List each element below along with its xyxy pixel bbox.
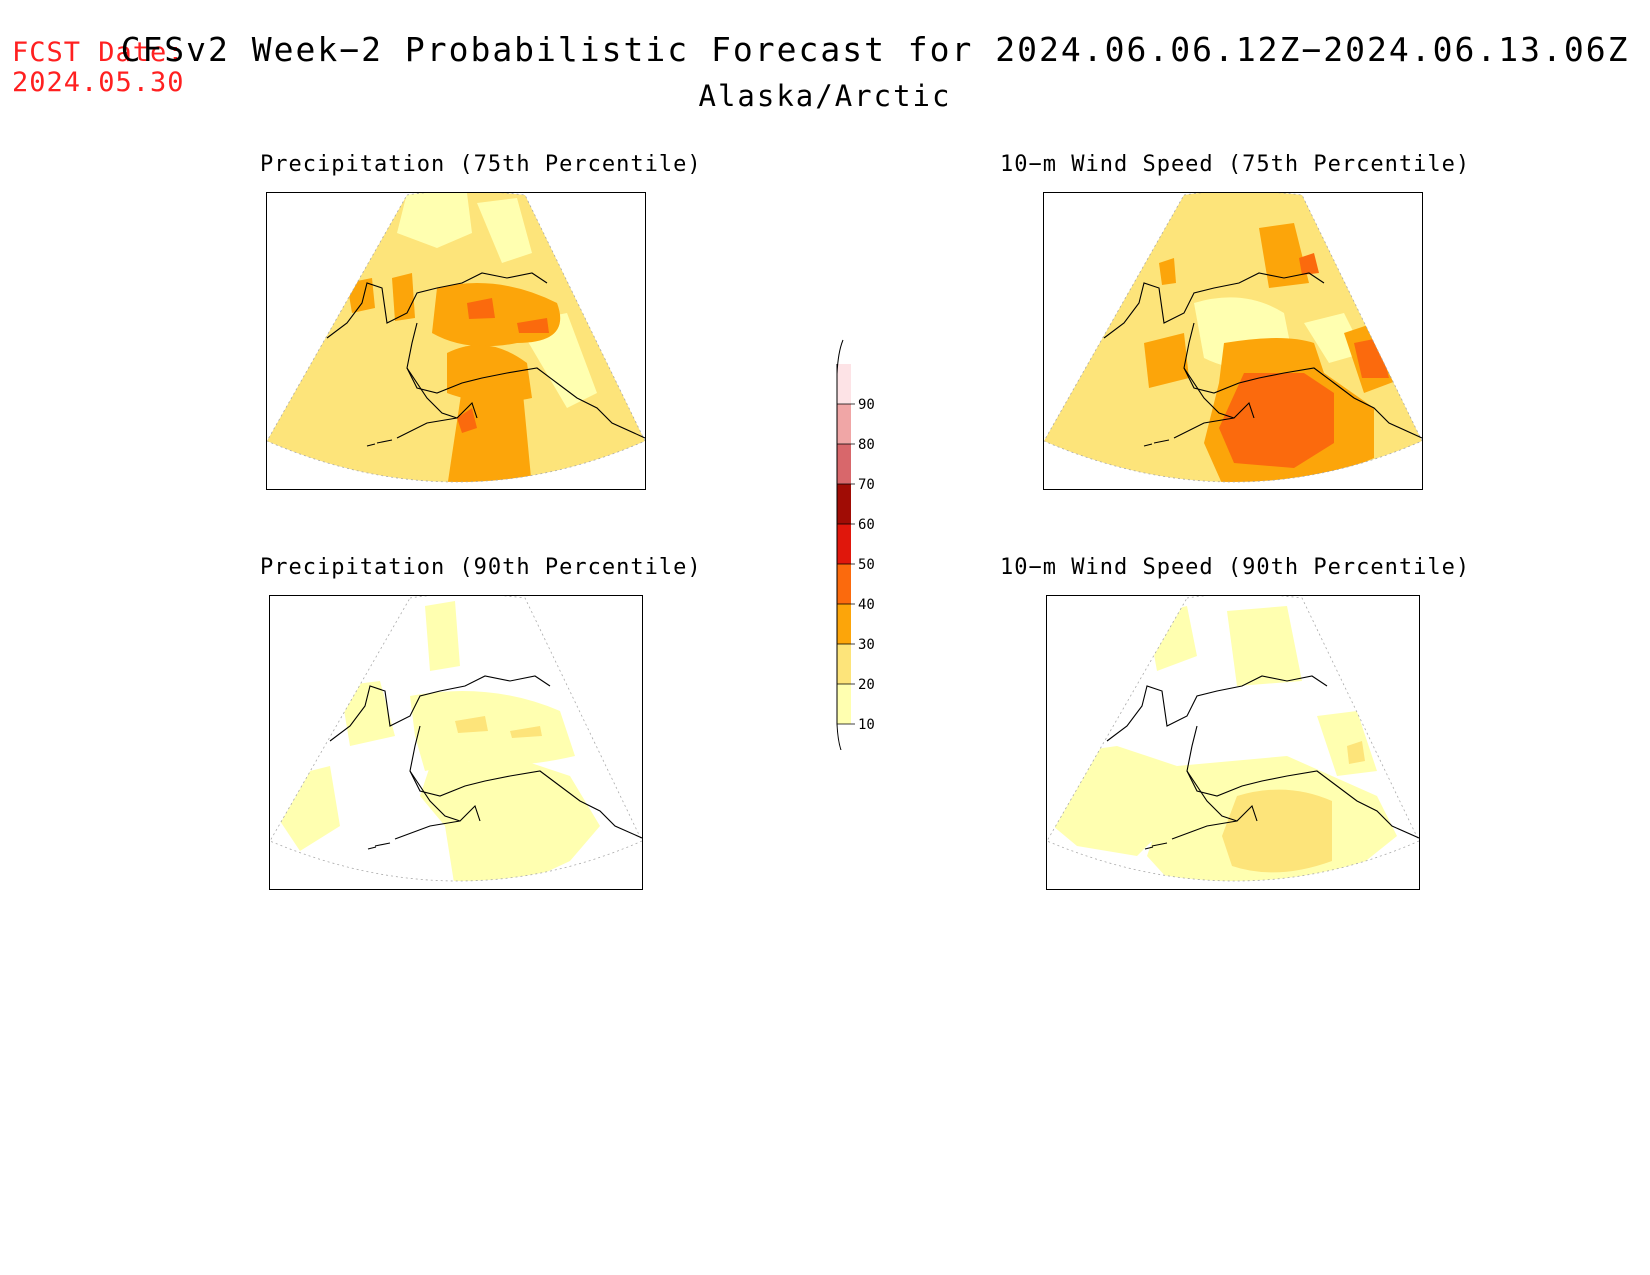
forecast-date-label: FCST Date: <box>12 37 185 68</box>
colorbar-tick-label: 90 <box>858 397 875 413</box>
colorbar-tick-label: 20 <box>858 677 875 693</box>
colorbar-tick-label: 80 <box>858 437 875 453</box>
forecast-date-value: 2024.05.30 <box>12 67 185 98</box>
colorbar-box <box>837 404 851 444</box>
colorbar-tick-label: 30 <box>858 637 875 653</box>
map-precip-75-graphic <box>267 193 645 483</box>
colorbar-graphic: 10 20 30 40 50 60 70 80 90 <box>836 339 875 756</box>
colorbar-tick-label: 60 <box>858 517 875 533</box>
colorbar-box <box>837 444 851 484</box>
colorbar-box <box>837 684 851 724</box>
colorbar-tick-label: 50 <box>858 557 875 573</box>
colorbar-tick-label: 10 <box>858 717 875 733</box>
colorbar-tick-label: 70 <box>858 477 875 493</box>
forecast-date: FCST Date: 2024.05.30 <box>12 38 185 98</box>
panel-title-wind-90: 10−m Wind Speed (90th Percentile) <box>1000 555 1471 580</box>
colorbar: 10 20 30 40 50 60 70 80 90 <box>810 330 890 756</box>
colorbar-box <box>837 564 851 604</box>
map-precip-90-graphic <box>270 596 642 882</box>
main-title-line1: CFSv2 Week−2 Probabilistic Forecast for … <box>120 30 1630 69</box>
map-wind-90-graphic <box>1047 596 1419 882</box>
map-wind-90 <box>1046 595 1420 890</box>
map-wind-75 <box>1043 192 1423 490</box>
colorbar-box <box>837 524 851 564</box>
colorbar-box <box>837 364 851 404</box>
panel-title-precip-75: Precipitation (75th Percentile) <box>260 152 702 177</box>
main-title: CFSv2 Week−2 Probabilistic Forecast for … <box>0 30 1650 113</box>
map-precip-90 <box>269 595 643 890</box>
map-precip-75 <box>266 192 646 490</box>
panel-title-wind-75: 10−m Wind Speed (75th Percentile) <box>1000 152 1471 177</box>
colorbar-box <box>837 644 851 684</box>
colorbar-tick-label: 40 <box>858 597 875 613</box>
colorbar-box <box>837 604 851 644</box>
map-wind-75-graphic <box>1044 193 1422 483</box>
panel-title-precip-90: Precipitation (90th Percentile) <box>260 555 702 580</box>
colorbar-box <box>837 484 851 524</box>
main-title-region: Alaska/Arctic <box>698 79 952 113</box>
